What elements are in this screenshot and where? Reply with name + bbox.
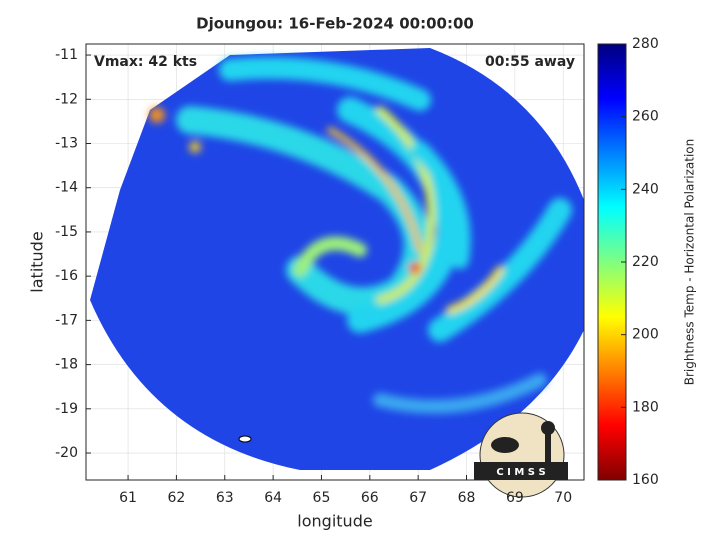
y-tick-label: -16: [55, 268, 78, 284]
colorbar-tick-label: 180: [632, 399, 659, 415]
y-tick-label: -12: [55, 91, 78, 107]
x-tick-label: 67: [409, 490, 427, 506]
colorbar-tick-label: 220: [632, 254, 659, 270]
x-tick-label: 68: [458, 490, 476, 506]
colorbar-tick-label: 280: [632, 36, 659, 52]
x-tick-label: 66: [361, 490, 379, 506]
x-tick-label: 63: [216, 490, 234, 506]
x-tick-label: 69: [506, 490, 524, 506]
rain-bands: [149, 57, 572, 414]
y-tick-label: -17: [55, 312, 78, 328]
y-tick-label: -11: [55, 47, 78, 63]
annotation: 00:55 away: [485, 54, 575, 70]
x-tick-label: 64: [264, 490, 282, 506]
x-tick-label: 61: [119, 490, 137, 506]
y-tick-label: -14: [55, 180, 78, 196]
x-tick-label: 62: [167, 490, 185, 506]
chart-title: Djoungou: 16-Feb-2024 00:00:00: [196, 15, 474, 33]
colorbar-tick-label: 200: [632, 327, 659, 343]
y-tick-label: -20: [55, 445, 78, 461]
x-axis-label: longitude: [297, 512, 372, 531]
swath: [90, 48, 584, 470]
y-tick-label: -13: [55, 135, 78, 151]
colorbar-label: Brightness Temp - Horizontal Polarizatio…: [683, 139, 697, 386]
y-tick-label: -15: [55, 224, 78, 240]
y-tick-label: -19: [55, 401, 78, 417]
colorbar-tick-label: 160: [632, 472, 659, 488]
x-tick-label: 65: [313, 490, 331, 506]
colorbar-tick-label: 260: [632, 109, 659, 125]
colorbar-tick-label: 240: [632, 181, 659, 197]
satellite-image: [90, 48, 584, 470]
x-tick-label: 70: [554, 490, 572, 506]
logo: C I M S S: [474, 412, 568, 498]
annotation: Vmax: 42 kts: [94, 54, 197, 70]
y-tick-label: -18: [55, 357, 78, 373]
plot-frame: [85, 43, 585, 481]
logo-text: C I M S S: [496, 467, 545, 478]
y-axis-label: latitude: [28, 231, 47, 292]
